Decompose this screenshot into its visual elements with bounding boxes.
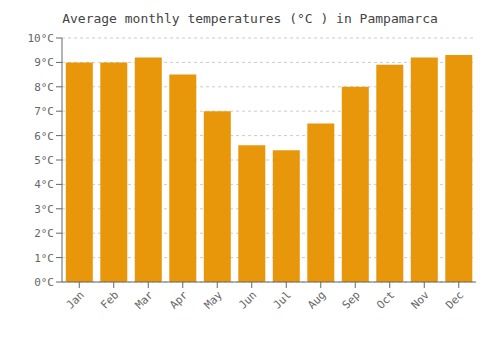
svg-text:8°C: 8°C xyxy=(34,81,54,94)
svg-text:Oct: Oct xyxy=(374,288,397,311)
svg-text:Dec: Dec xyxy=(443,288,466,311)
svg-text:Mar: Mar xyxy=(133,288,157,312)
svg-text:5°C: 5°C xyxy=(34,154,54,167)
svg-text:6°C: 6°C xyxy=(34,130,54,143)
svg-text:1°C: 1°C xyxy=(34,252,54,265)
svg-text:10°C: 10°C xyxy=(28,32,55,45)
svg-text:Jul: Jul xyxy=(271,288,294,311)
svg-text:3°C: 3°C xyxy=(34,203,54,216)
svg-text:Jan: Jan xyxy=(64,288,87,311)
svg-text:Apr: Apr xyxy=(167,288,191,312)
svg-text:9°C: 9°C xyxy=(34,56,54,69)
svg-text:Aug: Aug xyxy=(305,288,328,311)
svg-text:7°C: 7°C xyxy=(34,105,54,118)
svg-text:May: May xyxy=(202,288,226,312)
svg-text:Sep: Sep xyxy=(340,288,363,311)
svg-text:0°C: 0°C xyxy=(34,276,54,289)
svg-text:Feb: Feb xyxy=(98,288,121,311)
svg-text:Jun: Jun xyxy=(236,288,259,311)
svg-text:2°C: 2°C xyxy=(34,227,54,240)
html-text:Average monthly temperatures (: Average monthly temperatures (°C ) in Pa… xyxy=(62,11,438,26)
svg-text:4°C: 4°C xyxy=(34,178,54,191)
svg-text:Nov: Nov xyxy=(409,288,433,312)
